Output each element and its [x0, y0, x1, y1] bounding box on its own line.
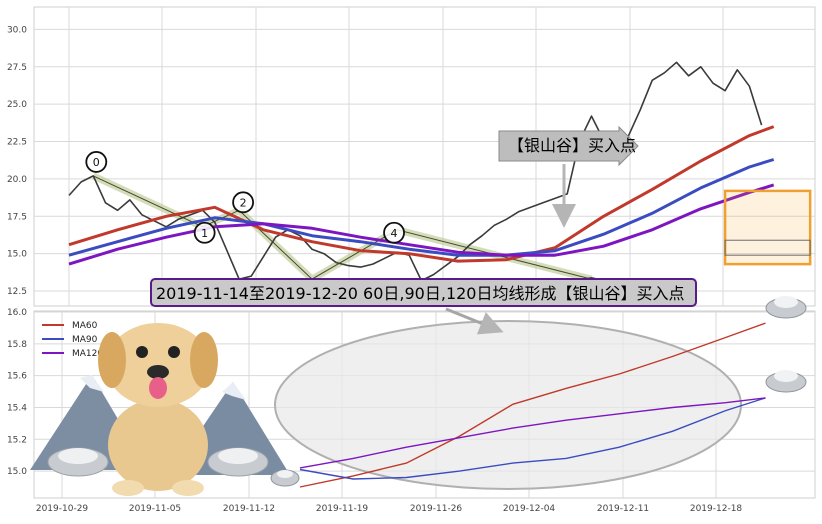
- callout-arrow-shape: [498, 125, 639, 167]
- legend-label: MA120: [72, 349, 103, 359]
- y-tick-label: 16.0: [7, 308, 27, 318]
- dog-paw-left: [112, 480, 144, 496]
- mountain-left-snow: [80, 375, 104, 392]
- price-panel-y-axis: 12.5 15.0 17.5 20.0 22.5 25.0 27.5 30.0: [7, 25, 27, 297]
- ma-line-ma120: [299, 397, 766, 469]
- wave-point-label: 4: [391, 227, 398, 240]
- y-tick-label: 25.0: [7, 100, 27, 110]
- price-panel-series: [68, 61, 775, 282]
- ma-line-ma60: [299, 322, 766, 488]
- wave-point-label: 1: [201, 227, 208, 240]
- dog-eye-right: [168, 346, 180, 358]
- x-tick-label: 2019-11-19: [316, 504, 369, 514]
- mountain-right-snow: [222, 382, 246, 400]
- buy-point-callout: 【银山谷】买入点: [498, 125, 639, 228]
- wave-point-circle: [232, 191, 255, 214]
- silver-ingot-icon: [47, 447, 109, 477]
- price-panel-frame: [33, 6, 816, 307]
- ma-panel-series: [299, 322, 766, 488]
- callout-text: 【银山谷】买入点: [508, 136, 636, 155]
- y-tick-label: 17.5: [7, 212, 27, 222]
- dog-icon: [98, 323, 218, 496]
- wave-point-circle: [383, 221, 405, 244]
- y-tick-label: 15.0: [7, 467, 27, 477]
- dog-nose: [147, 365, 169, 379]
- silver-ingot-icon: [270, 469, 300, 487]
- series-line-ma90: [68, 158, 775, 257]
- wave-trend-line: [93, 175, 592, 280]
- dog-tongue: [149, 377, 167, 399]
- y-tick-label: 15.8: [7, 340, 27, 350]
- x-tick-label: 2019-11-12: [223, 504, 275, 514]
- dog-paw-right: [172, 480, 204, 496]
- x-tick-label: 2019-11-05: [129, 504, 181, 514]
- banner-text: 2019-11-14至2019-12-20 60日,90日,120日均线形成【银…: [156, 284, 685, 303]
- x-tick-label: 2019-12-04: [503, 504, 556, 514]
- series-line-ma120: [68, 183, 775, 266]
- silver-ingot-icon: [207, 447, 269, 477]
- banner-box: [150, 278, 697, 307]
- y-tick-label: 15.2: [7, 435, 27, 445]
- banner: 2019-11-14至2019-12-20 60日,90日,120日均线形成【银…: [150, 278, 697, 307]
- dog-body: [108, 399, 208, 491]
- y-tick-label: 15.6: [7, 372, 27, 382]
- wave-point-label: 2: [240, 196, 247, 209]
- x-tick-label: 2019-10-29: [36, 504, 89, 514]
- dog-ear-left: [98, 332, 126, 388]
- buy-zone-box: [723, 189, 812, 266]
- y-tick-label: 12.5: [7, 287, 27, 297]
- wave-point-label: 0: [93, 156, 100, 169]
- y-tick-label: 20.0: [7, 175, 27, 185]
- wave-point-circle: [85, 151, 108, 173]
- ma-panel-x-axis: 2019-10-29 2019-11-05 2019-11-12 2019-11-19…: [36, 504, 743, 514]
- series-line-ma60: [68, 125, 775, 263]
- dog-eye-left: [136, 346, 148, 358]
- ma-panel-y-axis: 15.0 15.2 15.4 15.6 15.8 16.0: [7, 308, 27, 477]
- buy-zone-inner-box: [724, 239, 811, 256]
- x-tick-label: 2019-12-18: [690, 504, 743, 514]
- y-tick-label: 15.4: [7, 403, 27, 413]
- silver-ingot-icon: [765, 296, 807, 319]
- dog-ear-right: [190, 332, 218, 388]
- y-tick-label: 22.5: [7, 138, 27, 148]
- legend-label: MA90: [72, 335, 98, 345]
- y-tick-label: 15.0: [7, 250, 27, 260]
- price-series-line: [68, 61, 763, 282]
- banner-pointer-arrow: [445, 307, 504, 335]
- y-tick-label: 27.5: [7, 63, 27, 73]
- x-tick-label: 2019-11-26: [410, 504, 463, 514]
- ma-line-ma90: [299, 397, 766, 480]
- legend-label: MA60: [72, 321, 98, 331]
- x-tick-label: 2019-12-11: [597, 504, 649, 514]
- ma-legend: MA60 MA90 MA120: [42, 321, 103, 359]
- y-tick-label: 30.0: [7, 25, 27, 35]
- wave-point-circle: [193, 221, 216, 244]
- silver-ingot-icon: [765, 370, 807, 393]
